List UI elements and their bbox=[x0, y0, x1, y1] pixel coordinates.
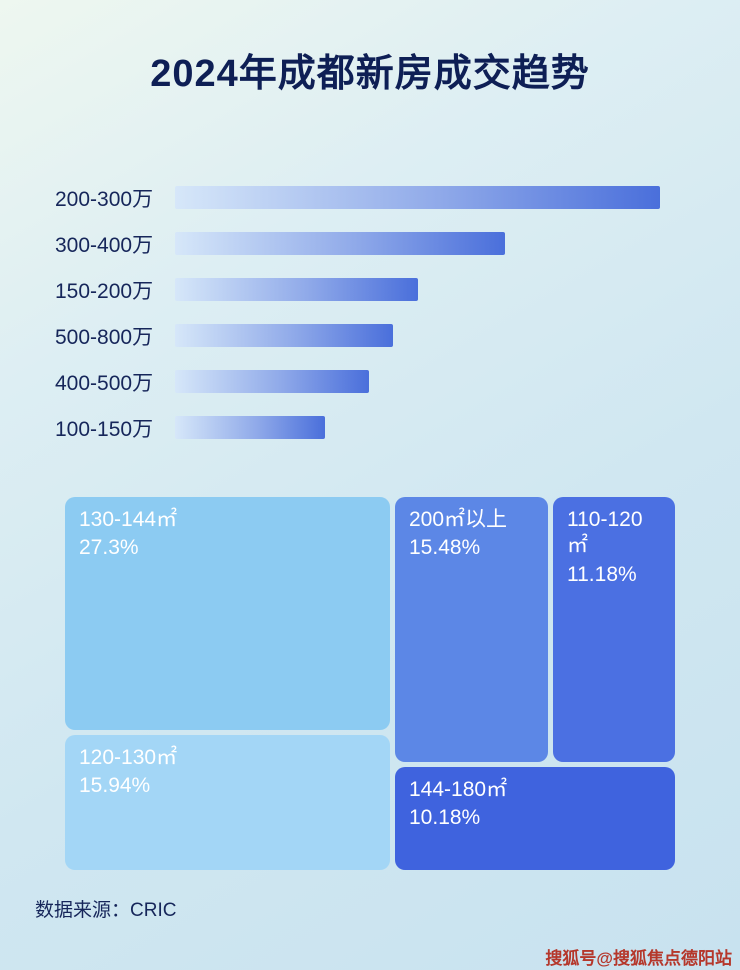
treemap-box-label: 200㎡以上 bbox=[409, 508, 508, 531]
bar-category-label: 150-200万 bbox=[55, 279, 154, 303]
bar-track bbox=[175, 370, 660, 393]
bar-chart: 200-300万 300-400万 150-200万 500-800万 400-500万… bbox=[55, 186, 685, 462]
bar-category-label: 400-500万 bbox=[55, 371, 154, 395]
treemap-box-110-120: 110-120㎡ 11.18% bbox=[553, 497, 675, 762]
bar bbox=[175, 416, 326, 439]
treemap-box-label: 130-144㎡ bbox=[79, 508, 178, 531]
bar-category-label: 100-150万 bbox=[55, 417, 154, 441]
bar-row: 400-500万 bbox=[55, 370, 685, 395]
treemap-box-label: 110-120㎡ bbox=[567, 508, 643, 558]
watermark: 搜狐号@搜狐焦点德阳站 bbox=[545, 949, 732, 968]
bar-track bbox=[175, 416, 660, 439]
treemap-box-130-144: 130-144㎡ 27.3% bbox=[65, 497, 390, 730]
bar-row: 100-150万 bbox=[55, 416, 685, 441]
bar bbox=[175, 370, 369, 393]
data-source-label: 数据来源：CRIC bbox=[35, 900, 177, 921]
bar-category-label: 500-800万 bbox=[55, 325, 154, 349]
treemap-box-label: 144-180㎡ bbox=[409, 778, 508, 801]
bar-row: 200-300万 bbox=[55, 186, 685, 211]
bar-track bbox=[175, 324, 660, 347]
treemap-box-200-plus: 200㎡以上 15.48% bbox=[395, 497, 548, 762]
bar-row: 150-200万 bbox=[55, 278, 685, 303]
treemap-box-label: 120-130㎡ bbox=[79, 746, 178, 769]
treemap: 130-144㎡ 27.3% 120-130㎡ 15.94% 200㎡以上 15… bbox=[65, 497, 675, 870]
bar-row: 500-800万 bbox=[55, 324, 685, 349]
treemap-box-value: 11.18% bbox=[567, 562, 637, 586]
bar-track bbox=[175, 186, 660, 209]
bar bbox=[175, 232, 505, 255]
bar-category-label: 200-300万 bbox=[55, 187, 154, 211]
bar bbox=[175, 324, 394, 347]
bar-track bbox=[175, 278, 660, 301]
bar-category-label: 300-400万 bbox=[55, 233, 154, 257]
bar-track bbox=[175, 232, 660, 255]
bar-row: 300-400万 bbox=[55, 232, 685, 257]
treemap-box-value: 15.48% bbox=[409, 536, 481, 560]
treemap-box-value: 27.3% bbox=[79, 536, 139, 560]
bar bbox=[175, 186, 660, 209]
bar bbox=[175, 278, 418, 301]
treemap-box-144-180: 144-180㎡ 10.18% bbox=[395, 767, 675, 870]
treemap-box-120-130: 120-130㎡ 15.94% bbox=[65, 735, 390, 870]
treemap-box-value: 10.18% bbox=[409, 806, 481, 830]
page-title: 2024年成都新房成交趋势 bbox=[150, 53, 590, 95]
treemap-box-value: 15.94% bbox=[79, 774, 151, 798]
